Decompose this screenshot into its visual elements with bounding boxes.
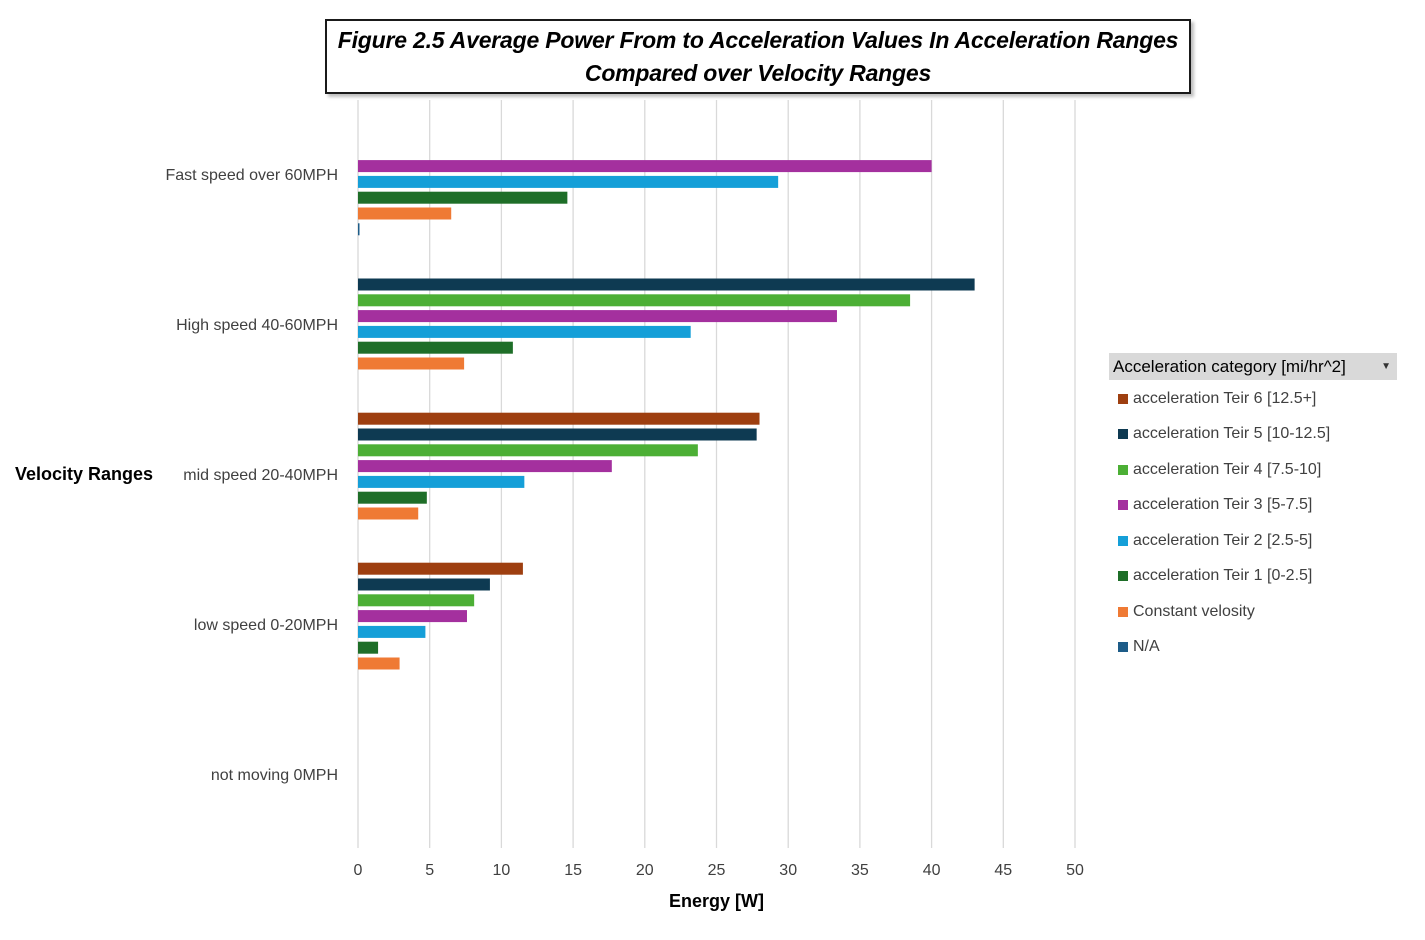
legend-item[interactable]: acceleration Teir 4 [7.5-10] xyxy=(1109,452,1397,488)
bar-acceleration-teir-2-2-5-5--cat1 xyxy=(358,325,691,338)
x-tick-label: 5 xyxy=(425,862,434,879)
x-axis-title: Energy [W] xyxy=(669,891,764,911)
x-tick-label: 30 xyxy=(779,862,797,879)
bar-acceleration-teir-1-0-2-5--cat3 xyxy=(358,641,379,654)
legend-swatch xyxy=(1118,393,1128,404)
legend-items: acceleration Teir 6 [12.5+] acceleration … xyxy=(1109,381,1397,665)
y-axis-title: Velocity Ranges xyxy=(15,464,153,484)
legend-swatch xyxy=(1118,606,1128,617)
bar-constant-velosity-cat0 xyxy=(358,207,452,220)
category-label: Fast speed over 60MPH xyxy=(165,167,338,184)
x-tick-label: 0 xyxy=(354,862,363,879)
bar-acceleration-teir-5-10-12-5--cat1 xyxy=(358,278,975,291)
legend-item[interactable]: acceleration Teir 2 [2.5-5] xyxy=(1109,523,1397,559)
bar-acceleration-teir-5-10-12-5--cat2 xyxy=(358,428,757,441)
bar-acceleration-teir-3-5-7-5--cat3 xyxy=(358,610,467,623)
x-tick-label: 20 xyxy=(636,862,654,879)
legend-label: acceleration Teir 4 [7.5-10] xyxy=(1133,460,1322,478)
chart-title-box: Figure 2.5 Average Power From to Acceler… xyxy=(325,19,1191,94)
bar-acceleration-teir-6-12-5--cat2 xyxy=(358,412,760,425)
legend-label: Constant velosity xyxy=(1133,602,1255,620)
bar-acceleration-teir-2-2-5-5--cat3 xyxy=(358,625,426,638)
x-tick-label: 50 xyxy=(1066,862,1084,879)
legend-swatch xyxy=(1118,642,1128,653)
legend-swatch xyxy=(1118,571,1128,582)
bar-acceleration-teir-1-0-2-5--cat0 xyxy=(358,191,568,204)
legend-swatch xyxy=(1118,429,1128,440)
legend-label: N/A xyxy=(1133,638,1160,656)
bar-acceleration-teir-2-2-5-5--cat2 xyxy=(358,475,525,488)
legend-swatch xyxy=(1118,535,1128,546)
bar-constant-velosity-cat3 xyxy=(358,657,400,670)
legend-label: acceleration Teir 5 [10-12.5] xyxy=(1133,425,1331,443)
bar-acceleration-teir-1-0-2-5--cat2 xyxy=(358,491,427,504)
x-tick-label: 25 xyxy=(708,862,726,879)
bar-acceleration-teir-4-7-5-10--cat3 xyxy=(358,594,475,607)
x-tick-label: 15 xyxy=(564,862,582,879)
bar-acceleration-teir-3-5-7-5--cat1 xyxy=(358,310,837,323)
bar-acceleration-teir-5-10-12-5--cat3 xyxy=(358,578,490,591)
chevron-down-icon[interactable]: ▼ xyxy=(1381,361,1391,372)
bar-constant-velosity-cat1 xyxy=(358,357,465,370)
bar-constant-velosity-cat2 xyxy=(358,507,419,520)
legend-item[interactable]: acceleration Teir 5 [10-12.5] xyxy=(1109,417,1397,453)
legend-item[interactable]: acceleration Teir 6 [12.5+] xyxy=(1109,381,1397,417)
legend-swatch xyxy=(1118,464,1128,475)
legend-item[interactable]: Constant velosity xyxy=(1109,594,1397,630)
legend-swatch xyxy=(1118,500,1128,511)
legend: Acceleration category [mi/hr^2] ▼ accele… xyxy=(1109,353,1397,665)
legend-label: acceleration Teir 1 [0-2.5] xyxy=(1133,567,1313,585)
x-tick-label: 40 xyxy=(923,862,941,879)
category-label: not moving 0MPH xyxy=(211,767,338,784)
legend-label: acceleration Teir 2 [2.5-5] xyxy=(1133,531,1313,549)
bar-acceleration-teir-1-0-2-5--cat1 xyxy=(358,341,513,354)
bar-acceleration-teir-3-5-7-5--cat0 xyxy=(358,160,932,173)
category-label: High speed 40-60MPH xyxy=(176,317,338,334)
bar-acceleration-teir-4-7-5-10--cat2 xyxy=(358,444,698,457)
chart-title-line-2: Compared over Velocity Ranges xyxy=(584,59,932,86)
bar-acceleration-teir-4-7-5-10--cat1 xyxy=(358,294,911,307)
bar-acceleration-teir-6-12-5--cat3 xyxy=(358,562,523,575)
bar-n-a-cat0 xyxy=(358,223,360,236)
category-label: low speed 0-20MPH xyxy=(194,617,338,634)
x-tick-label: 10 xyxy=(493,862,511,879)
legend-label: acceleration Teir 6 [12.5+] xyxy=(1133,389,1317,407)
legend-item[interactable]: N/A xyxy=(1109,630,1397,666)
legend-label: acceleration Teir 3 [5-7.5] xyxy=(1133,496,1313,514)
x-tick-label: 35 xyxy=(851,862,869,879)
legend-header-label: Acceleration category [mi/hr^2] xyxy=(1113,356,1346,376)
x-tick-label: 45 xyxy=(994,862,1012,879)
chart-title-line-1: Figure 2.5 Average Power From to Acceler… xyxy=(337,26,1179,53)
bar-acceleration-teir-2-2-5-5--cat0 xyxy=(358,175,779,188)
category-label: mid speed 20-40MPH xyxy=(183,467,338,484)
legend-item[interactable]: acceleration Teir 1 [0-2.5] xyxy=(1109,559,1397,595)
legend-filter-dropdown[interactable]: Acceleration category [mi/hr^2] ▼ xyxy=(1109,353,1397,380)
legend-item[interactable]: acceleration Teir 3 [5-7.5] xyxy=(1109,488,1397,524)
bar-acceleration-teir-3-5-7-5--cat2 xyxy=(358,460,612,473)
